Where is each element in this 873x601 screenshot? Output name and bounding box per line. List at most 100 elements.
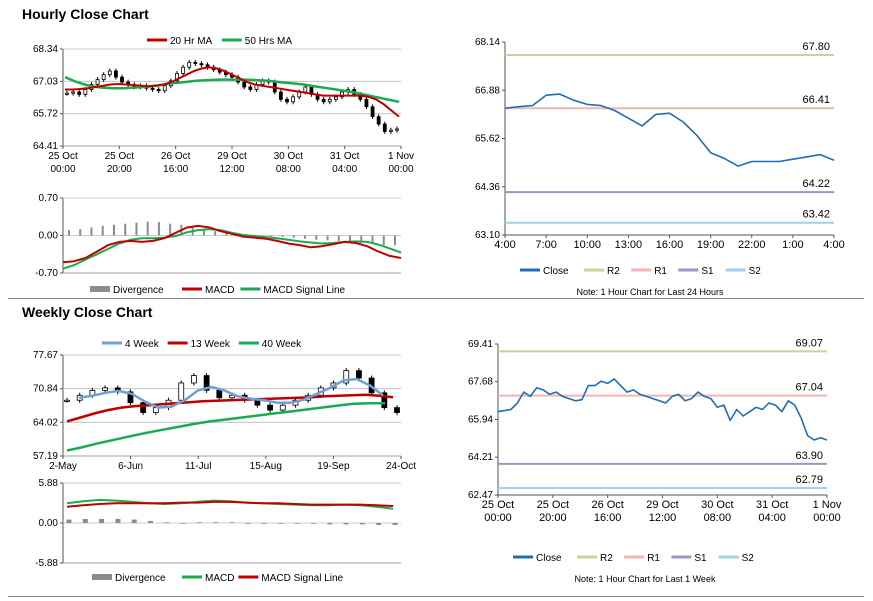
weekly-macd-divergence-bar [278,523,284,524]
section-divider [8,298,864,299]
hourly-price-candle [278,91,283,100]
weekly-price-legend-label-13-week: 13 Week [191,339,231,350]
weekly-price-xtick: 6-Jun [118,461,143,472]
weekly-macd-divergence-bar [311,523,316,524]
weekly-1w-ytick: 65.94 [468,415,493,426]
hourly-price-candle [242,81,247,88]
hourly-24h-note: Note: 1 Hour Chart for Last 24 Hours [576,287,724,297]
hourly-price-legend-label-20-hr-ma: 20 Hr MA [170,36,213,47]
weekly-1w-note: Note: 1 Hour Chart for Last 1 Week [575,574,716,584]
weekly-1w-xtick: 16:00 [594,512,622,524]
weekly-price-candle [394,407,400,413]
weekly-1w-legend-label-r1: R1 [647,553,660,564]
weekly-macd-divergence-bar [245,523,251,524]
hourly-price-candle [395,128,399,131]
weekly-price-candle [216,389,223,399]
weekly-macd-ytick: -5.88 [35,558,58,569]
hourly-price-candle [181,66,186,74]
hourly-price-candle [101,74,106,81]
weekly-1w-close-line [497,378,828,441]
hourly-macd-divergence-bar [124,223,127,236]
hourly-price-candle [327,98,332,103]
hourly-price-candle [303,86,308,93]
hourly-macd-divergence-bar [135,222,138,236]
hourly-macd-divergence-bar [270,235,273,237]
weekly-price-candle [203,375,210,391]
hourly-price-xtick: 25 Oct [48,151,78,162]
hourly-macd-divergence-bar [349,235,352,242]
weekly-1w-legend-label-s1: S1 [694,553,707,564]
hourly-24h-ytick: 65.62 [475,134,500,145]
hourly-24h-level-label-s2: 63.42 [802,209,830,221]
hourly-macd-divergence-bar [112,224,115,236]
weekly-price-candle [102,387,108,391]
weekly-price-xtick: 15-Aug [250,461,282,472]
weekly-1w-legend-label-s2: S2 [742,553,755,564]
weekly-price-candle [178,382,185,401]
weekly-price-xtick: 11-Jul [185,461,212,472]
hourly-macd-divergence-bar [214,231,217,236]
hourly-price-ytick: 64.41 [33,141,58,152]
hourly-macd-divergence-bar [202,229,205,236]
hourly-price-ma50-line [64,75,400,104]
hourly-macd-divergence-bar [157,222,160,236]
hourly-price-candle [107,70,112,76]
hourly-price-candle [291,96,296,103]
hourly-24h-legend-label-r2: R2 [607,266,620,277]
weekly-section-title: Weekly Close Chart [22,304,153,320]
weekly-macd-divergence-bar [196,522,202,524]
hourly-24h-xtick: 22:00 [738,239,766,251]
hourly-macd-divergence-bar [101,225,104,236]
hourly-macd-divergence-bar [326,235,329,241]
hourly-24h-xtick: 4:00 [823,239,844,251]
hourly-price-candle [65,92,69,95]
weekly-macd-divergence-bar [131,519,137,523]
weekly-macd-divergence-bar [180,523,186,524]
weekly-price-candle [381,392,388,409]
weekly-macd-divergence-bar [392,523,398,526]
hourly-price-candle [113,70,118,78]
hourly-price-candle [376,116,381,125]
weekly-price-ytick: 70.84 [33,384,58,395]
hourly-price-candle [340,91,344,98]
weekly-1w-xtick: 26 Oct [591,499,623,511]
hourly-price-xtick: 08:00 [276,164,301,175]
weekly-macd-divergence-bar [229,522,235,524]
weekly-macd-divergence-bar [213,522,219,524]
hourly-24h-xtick: 16:00 [656,239,684,251]
weekly-1w-level-label-r2: 69.07 [795,337,823,349]
hourly-macd-divergence-bar [304,235,307,239]
hourly-price-candle [187,61,192,68]
weekly-1w-ytick: 67.68 [468,377,493,388]
hourly-price-ytick: 68.34 [33,44,58,55]
bottom-divider [8,596,864,597]
weekly-price-ytick: 57.19 [33,451,58,462]
hourly-macd-divergence-bar [169,223,172,236]
hourly-24h-legend-label-close: Close [543,266,569,277]
weekly-macd-divergence-bar [359,523,365,525]
weekly-1w-level-label-s2: 62.79 [795,474,823,486]
hourly-macd-legend-label-macd-signal-line: MACD Signal Line [263,285,345,296]
weekly-price-ma13-line [66,393,394,423]
hourly-24h-xtick: 4:00 [494,239,515,251]
hourly-price-candle [321,98,326,103]
weekly-price-candle [279,404,286,411]
hourly-macd-macd-line [62,224,402,264]
weekly-price-ytick: 64.02 [33,417,58,428]
weekly-1w-xtick: 25 Oct [537,499,569,511]
hourly-price-candle [382,123,387,132]
weekly-macd-divergence-bar [294,523,300,524]
hourly-price-xtick: 31 Oct [330,151,360,162]
hourly-price-candle [199,63,204,66]
hourly-price-candle [162,85,167,92]
hourly-price-xtick: 20:00 [107,164,132,175]
weekly-1w-ytick: 69.41 [468,339,493,350]
hourly-price-candle [150,87,155,90]
hourly-price-candle [95,79,100,85]
hourly-section-title: Hourly Close Chart [22,6,149,22]
hourly-price-xtick: 30 Oct [274,151,304,162]
weekly-1w-xtick: 08:00 [704,512,732,524]
weekly-price-candle [254,399,261,406]
hourly-price-candle [193,61,198,64]
